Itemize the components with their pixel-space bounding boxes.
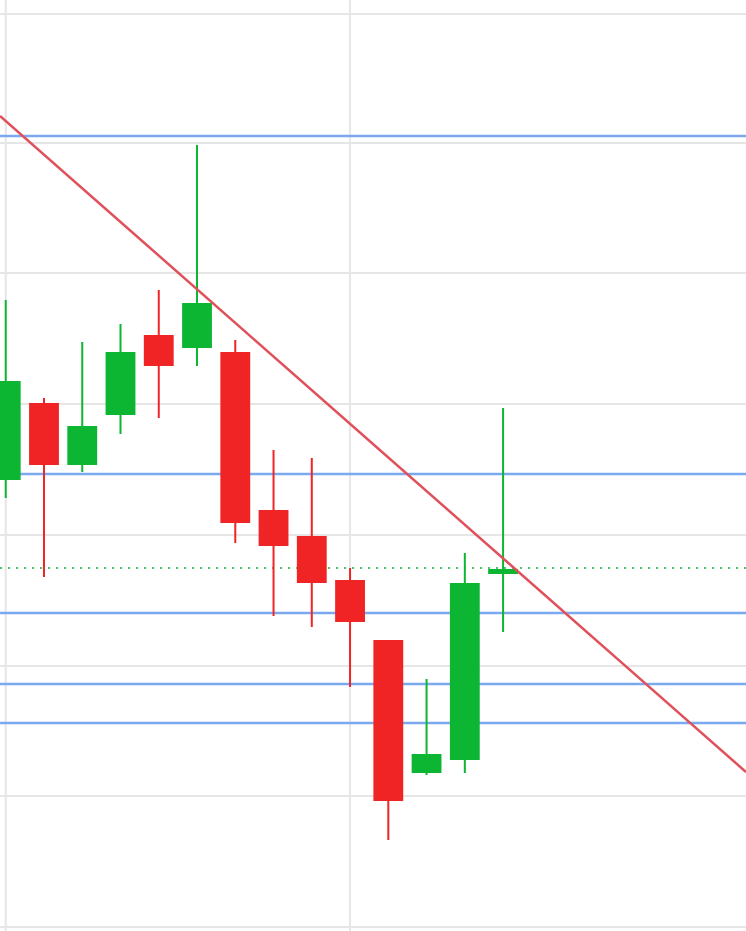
candle-body	[258, 510, 289, 546]
trendline	[0, 115, 746, 773]
candle-body	[0, 381, 21, 480]
candle-body	[411, 754, 442, 773]
candle-body	[143, 335, 174, 366]
candle-body	[335, 580, 365, 622]
candle-body	[296, 536, 327, 583]
candle-body	[67, 426, 98, 465]
candle-body	[488, 569, 518, 574]
candle-body	[29, 403, 59, 465]
candle-body	[373, 640, 404, 801]
candle-body	[220, 352, 251, 523]
candle-body	[182, 303, 212, 348]
candle-body	[105, 352, 136, 415]
candle-body	[449, 583, 480, 760]
